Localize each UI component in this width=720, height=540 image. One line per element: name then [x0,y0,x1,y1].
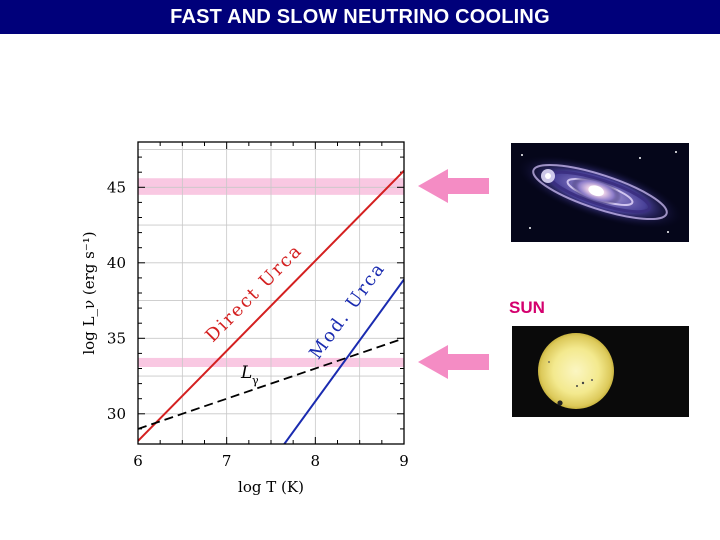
sun-photo [512,326,689,417]
direct-urca-label: Direct Urca [201,240,307,347]
y-tick-label: 35 [107,329,126,347]
x-tick-label: 8 [311,452,321,470]
x-tick-label: 9 [399,452,409,470]
series-mod-urca [283,278,404,444]
sun-label: SUN [509,298,545,317]
slide-title: FAST AND SLOW NEUTRINO COOLING [170,6,550,28]
galaxy-photo [511,143,689,242]
cooling-chart: 6 7 8 9 30 35 40 45 log T (K) log L_ν (erg s⁻¹) Di… [80,141,409,496]
photon-label: L [240,363,252,383]
y-tick-label: 40 [107,254,126,272]
series-group [138,169,404,444]
arrow-galaxy-icon [418,169,489,203]
series-direct-urca [138,169,404,442]
x-axis-label: log T (K) [238,478,304,496]
photon-label-subscript: γ [252,374,259,387]
series-l [138,337,404,430]
y-axis-label: log L_ν (erg s⁻¹) [80,231,98,354]
y-tick-label: 30 [107,405,126,423]
x-tick-label: 7 [222,452,232,470]
y-tick-label: 45 [107,178,126,196]
title-bar [0,0,720,34]
plot-frame [137,141,405,445]
arrow-sun-icon [418,345,489,379]
x-tick-label: 6 [133,452,143,470]
